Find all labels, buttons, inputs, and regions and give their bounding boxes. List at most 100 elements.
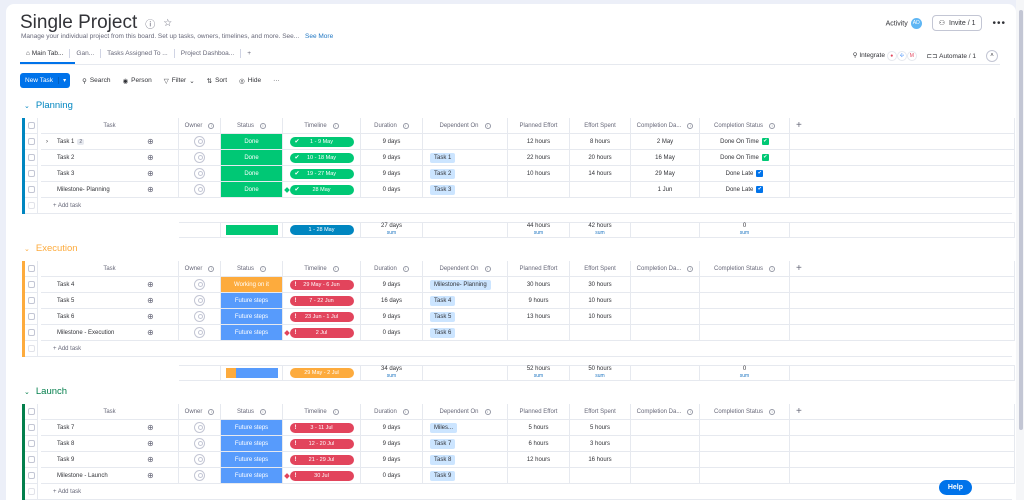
chevron-down-icon[interactable]: ⌄ [24,388,30,396]
tab-project-dashboard[interactable]: Project Dashboa... [175,49,242,58]
column-header-dependent[interactable]: Dependent On [439,265,479,272]
tab-gantt[interactable]: Gan... [70,49,102,58]
info-icon[interactable]: i [769,408,776,415]
add-task-button[interactable]: + Add task [53,202,82,209]
new-task-button[interactable]: New Task ▾ [20,73,71,88]
owner-avatar-icon[interactable] [194,438,205,449]
sort-button[interactable]: ⇅ Sort [207,77,227,85]
search-button[interactable]: ⚲ Search [82,77,110,85]
column-header-task[interactable]: Task [103,265,116,272]
add-column-icon[interactable]: + [796,406,802,417]
column-header-cdate[interactable]: Completion Da... [636,265,682,272]
add-task-row[interactable]: + Add task [22,198,1012,214]
hide-button[interactable]: ◎ Hide [239,77,261,85]
group-header-execution[interactable]: ⌄ Execution [24,243,78,254]
chevron-down-icon[interactable]: ⌄ [24,102,30,110]
effort-spent-value[interactable]: 5 hours [589,424,610,431]
more-options-icon[interactable]: ••• [992,17,1006,29]
add-update-icon[interactable]: ⊕ [147,471,154,480]
activity-button[interactable]: Activity AD [886,17,922,29]
add-task-button[interactable]: + Add task [53,345,82,352]
add-view-button[interactable]: + [247,50,252,57]
integrate-button[interactable]: ⚲ Integrate ● ✣ M [853,51,917,61]
column-header-status[interactable]: Status [236,122,254,129]
column-header-task[interactable]: Task [103,408,116,415]
completion-date-value[interactable]: 1 Jun [657,186,673,193]
add-column-icon[interactable]: + [796,120,802,131]
info-icon[interactable]: i [687,265,694,272]
status-label[interactable]: Future steps [221,309,282,324]
row-checkbox[interactable] [27,297,35,304]
row-checkbox[interactable] [27,138,35,145]
column-header-planned[interactable]: Planned Effort [519,122,558,129]
person-filter-button[interactable]: ◉ Person [122,77,151,85]
effort-spent-value[interactable]: 14 hours [588,170,612,177]
dependency-tag[interactable]: Milestone- Planning [430,279,491,290]
status-label[interactable]: Done [221,134,282,149]
vertical-scrollbar[interactable] [1016,0,1024,500]
planned-effort-value[interactable]: 5 hours [528,424,549,431]
task-name[interactable]: Milestone- Planning [57,187,110,193]
status-label[interactable]: Future steps [221,420,282,435]
task-name[interactable]: Task 7 [57,425,74,431]
status-label[interactable]: Done [221,150,282,165]
add-update-icon[interactable]: ⊕ [147,423,154,432]
expand-subitems-icon[interactable]: › [46,138,48,145]
dependency-tag[interactable]: Task 6 [430,327,456,338]
owner-avatar-icon[interactable] [194,422,205,433]
effort-spent-value[interactable]: 3 hours [589,440,610,447]
info-icon[interactable]: i [332,408,339,415]
effort-spent-value[interactable]: 8 hours [589,138,610,145]
column-header-cdate[interactable]: Completion Da... [636,408,682,415]
info-icon[interactable]: i [260,122,266,129]
add-update-icon[interactable]: ⊕ [147,185,154,194]
completion-date-value[interactable]: 2 May [656,138,674,145]
row-checkbox[interactable] [27,440,35,447]
info-icon[interactable]: i [208,265,215,272]
effort-spent-value[interactable]: 30 hours [588,281,612,288]
row-checkbox[interactable] [27,424,35,431]
select-all-checkbox[interactable] [27,265,35,272]
owner-avatar-icon[interactable] [194,327,205,338]
effort-spent-value[interactable]: 20 hours [588,154,612,161]
dependency-tag[interactable]: Task 2 [430,168,456,179]
group-title[interactable]: Planning [35,100,73,111]
see-more-link[interactable]: See More [305,33,334,40]
info-icon[interactable]: i [687,122,694,129]
timeline-bar[interactable]: ! 21 - 29 Jul [289,454,354,465]
info-icon[interactable]: i [260,408,266,415]
column-header-planned[interactable]: Planned Effort [519,265,558,272]
add-task-cell[interactable]: + Add task [38,341,1012,357]
owner-avatar-icon[interactable] [194,279,205,290]
column-header-task[interactable]: Task [103,122,116,129]
add-task-row[interactable]: + Add task [22,484,1012,500]
row-checkbox[interactable] [27,456,35,463]
owner-avatar-icon[interactable] [194,454,205,465]
status-label[interactable]: Working on it [221,277,282,292]
scrollbar-thumb[interactable] [1019,10,1023,430]
add-update-icon[interactable]: ⊕ [147,439,154,448]
tab-main-table[interactable]: ⌂ Main Tab... [20,49,71,58]
timeline-bar[interactable]: ! 23 Jun - 1 Jul [289,311,354,322]
task-name[interactable]: Task 5 [57,298,74,304]
chevron-down-icon[interactable]: ⌄ [24,245,30,253]
column-header-owner[interactable]: Owner [184,265,203,272]
add-update-icon[interactable]: ⊕ [147,137,154,146]
completion-date-value[interactable]: 29 May [655,170,675,177]
info-icon[interactable]: i [769,122,776,129]
column-header-status[interactable]: Status [236,265,254,272]
timeline-bar[interactable]: ✔ 1 - 9 May [289,136,354,147]
select-all-checkbox[interactable] [27,408,35,415]
column-header-timeline[interactable]: Timeline [304,122,327,129]
dependency-tag[interactable]: Task 4 [430,295,456,306]
row-checkbox[interactable] [27,329,35,336]
column-header-status[interactable]: Status [236,408,254,415]
status-distribution-bar[interactable] [225,368,278,378]
column-header-dependent[interactable]: Dependent On [439,408,479,415]
add-task-cell[interactable]: + Add task [38,198,1012,214]
dependency-tag[interactable]: Task 5 [430,311,456,322]
planned-effort-value[interactable]: 30 hours [526,281,551,288]
planned-effort-value[interactable]: 9 hours [528,297,549,304]
select-all-checkbox[interactable] [27,122,35,129]
status-label[interactable]: Future steps [221,293,282,308]
